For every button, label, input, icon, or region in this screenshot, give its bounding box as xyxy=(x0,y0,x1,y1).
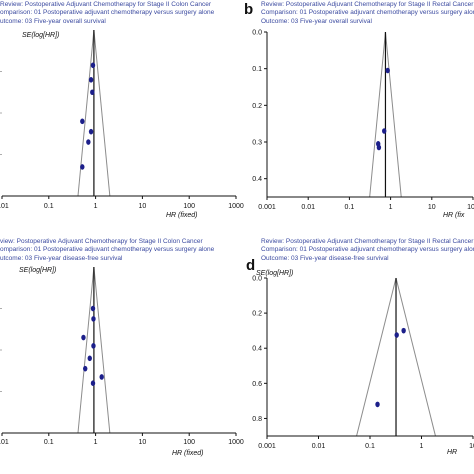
header-comparison: omparison: 01 Postoperative adjuvant che… xyxy=(0,9,215,17)
header-comparison: omparison: 01 Postoperative adjuvant che… xyxy=(0,246,215,254)
x-tick-label: 0.001 xyxy=(258,204,276,211)
header-outcome: utcome: 03 Five-year disease-free surviv… xyxy=(0,254,123,262)
y-tick-label: 0.6 xyxy=(252,381,262,388)
data-point xyxy=(382,128,387,134)
data-point xyxy=(81,334,86,341)
funnel-plot-d: 0.001 0.01 0.1 1 10 0.0 0.2 0.4 0.6 0.8 SE(log[HR]… xyxy=(252,270,474,456)
data-point xyxy=(90,380,96,386)
x-tick-label: 0.01 xyxy=(0,203,9,210)
x-tick-label: 0.1 xyxy=(365,443,375,450)
panel-d-letter: d xyxy=(246,257,256,274)
x-tick-label: 100 xyxy=(467,204,474,211)
y-axis-label: SE(log[HR]) xyxy=(19,267,56,274)
y-tick-label: 0.3 xyxy=(252,140,262,147)
header-review: view: Postoperative Adjuvant Chemotherap… xyxy=(0,238,203,245)
data-point xyxy=(91,316,96,322)
header-comparison: Comparison: 01 Postoperative adjuvant ch… xyxy=(261,9,474,17)
data-point xyxy=(86,139,91,145)
x-tick-label: 0.1 xyxy=(345,204,355,211)
funnel-right-bound xyxy=(395,277,436,437)
data-point xyxy=(83,365,88,372)
funnel-right-bound xyxy=(93,29,111,197)
funnel-plot-b: 0.001 0.01 0.1 1 10 100 0.0 0.1 0.2 0.3 0.4 HR (fix xyxy=(252,30,474,220)
x-tick-label: 10 xyxy=(469,443,474,450)
x-tick-label: 1 xyxy=(94,439,98,446)
panel-c: view: Postoperative Adjuvant Chemotherap… xyxy=(0,237,244,474)
x-tick-label: 100 xyxy=(183,439,195,446)
header-review: Review: Postoperative Adjuvant Chemother… xyxy=(261,1,474,8)
data-point xyxy=(376,144,382,151)
panel-a: Review: Postoperative Adjuvant Chemother… xyxy=(0,0,244,237)
x-axis-label: HR (fix xyxy=(443,212,465,219)
header-review: Review: Postoperative Adjuvant Chemother… xyxy=(261,238,474,245)
x-tick-label: 0.01 xyxy=(312,443,326,450)
data-point xyxy=(88,77,94,83)
x-tick-label: 0.001 xyxy=(258,443,276,450)
data-point xyxy=(99,374,104,380)
funnel-left-bound xyxy=(77,266,95,434)
data-point xyxy=(90,89,95,96)
x-tick-label: 10 xyxy=(139,439,147,446)
x-axis-label: HR xyxy=(447,449,457,456)
data-point xyxy=(87,355,92,362)
x-tick-label: 10 xyxy=(139,203,147,210)
x-tick-label: 1 xyxy=(420,443,424,450)
header-outcome: Outcome: 03 Five-year disease-free survi… xyxy=(261,254,389,262)
x-tick-label: 0.01 xyxy=(0,439,9,446)
header-review: Review: Postoperative Adjuvant Chemother… xyxy=(0,1,212,8)
funnel-left-bound xyxy=(77,29,95,197)
y-tick-label: 0.0 xyxy=(252,276,262,283)
y-tick-label: 0.1 xyxy=(252,66,262,73)
x-tick-label: 0.1 xyxy=(44,203,54,210)
x-tick-label: 100 xyxy=(183,203,195,210)
panel-d: Review: Postoperative Adjuvant Chemother… xyxy=(237,237,474,474)
x-axis-label: HR (fixed) xyxy=(166,212,198,219)
panel-b-header: Review: Postoperative Adjuvant Chemother… xyxy=(261,1,474,26)
funnel-plot-a: 0.01 0.1 1 10 100 1000 SE(log[HR]) HR (fixed) xyxy=(0,29,244,219)
header-outcome: Outcome: 03 Five-year overall survival xyxy=(261,17,372,25)
x-tick-label: 0.1 xyxy=(44,439,54,446)
y-tick-label: 0.8 xyxy=(252,416,262,423)
y-tick-label: 0.2 xyxy=(252,103,262,110)
data-point xyxy=(375,401,380,408)
funnel-plot-c: 0.01 0.1 1 10 100 1000 SE(log[HR]) HR (fixed) xyxy=(0,266,244,457)
funnel-left-bound xyxy=(356,277,397,437)
data-point xyxy=(80,118,85,125)
y-tick-label: 0.2 xyxy=(252,311,262,318)
y-tick-label: 0.4 xyxy=(252,346,262,353)
panel-b-letter: b xyxy=(244,1,254,18)
data-point xyxy=(90,62,96,69)
header-comparison: Comparison: 01 Postoperative adjuvant ch… xyxy=(261,246,474,254)
data-point xyxy=(80,164,85,170)
data-point xyxy=(88,128,94,135)
x-axis-label: HR (fixed) xyxy=(172,450,204,457)
data-point xyxy=(91,343,96,349)
x-tick-label: 1000 xyxy=(228,203,244,210)
data-point xyxy=(394,332,399,338)
data-point xyxy=(385,67,390,74)
y-tick-label: 0.0 xyxy=(252,30,262,37)
header-outcome: utcome: 03 Five-year overall survival xyxy=(0,17,106,25)
x-tick-label: 1 xyxy=(389,204,393,211)
panel-b: b Review: Postoperative Adjuvant Chemoth… xyxy=(237,0,474,237)
panel-a-header: Review: Postoperative Adjuvant Chemother… xyxy=(0,1,214,26)
y-axis-label: SE(log[HR]) xyxy=(22,32,59,39)
data-point xyxy=(401,327,406,334)
y-axis-label: SE(log[HR]) xyxy=(256,270,293,277)
x-tick-label: 1 xyxy=(94,203,98,210)
panel-d-header: Review: Postoperative Adjuvant Chemother… xyxy=(261,238,474,263)
funnel-right-bound xyxy=(384,31,402,198)
data-point xyxy=(90,305,96,312)
funnel-left-bound xyxy=(369,31,386,198)
x-tick-label: 10 xyxy=(428,204,436,211)
y-tick-label: 0.4 xyxy=(252,176,262,183)
funnel-right-bound xyxy=(93,266,111,434)
x-tick-label: 1000 xyxy=(228,439,244,446)
panel-c-header: view: Postoperative Adjuvant Chemotherap… xyxy=(0,238,214,263)
x-tick-label: 0.01 xyxy=(301,204,315,211)
